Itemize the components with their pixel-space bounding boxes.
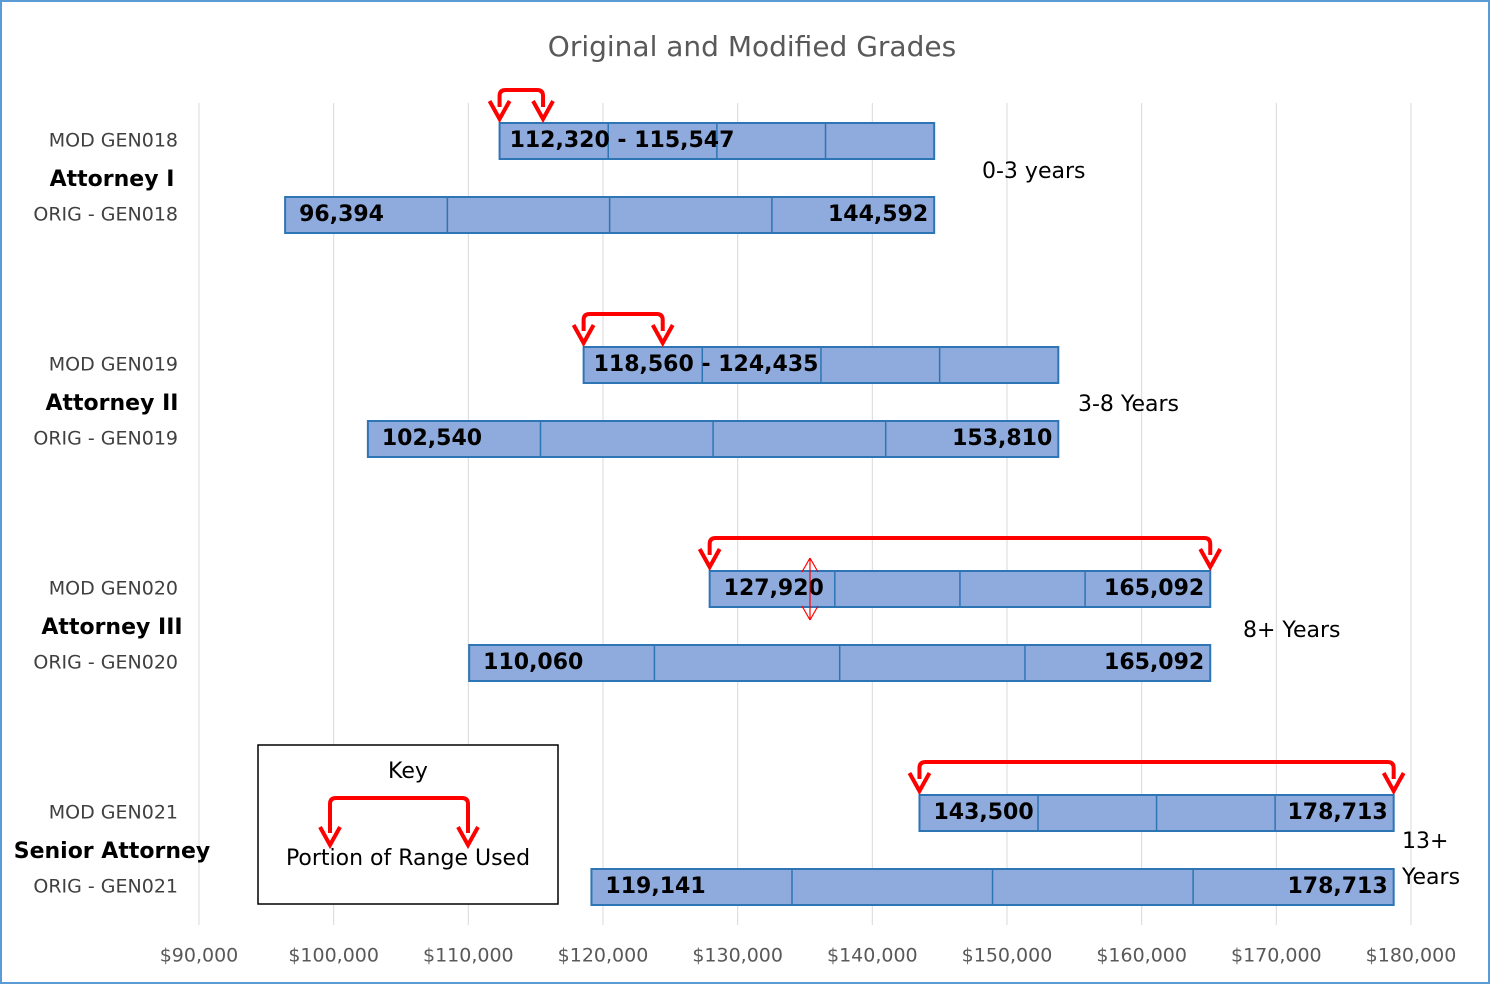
- group-label: Senior Attorney: [14, 839, 211, 864]
- value-label: 119,141: [605, 874, 705, 899]
- arrow-part: [1198, 548, 1222, 572]
- arrow-part: [318, 826, 342, 850]
- value-label: 178,713: [1287, 874, 1387, 899]
- key-bracket: [318, 796, 480, 850]
- arrow-part: [1381, 772, 1406, 796]
- arrow-part: [487, 100, 512, 124]
- group-label: Attorney II: [46, 391, 179, 416]
- x-tick-label: $150,000: [962, 945, 1053, 967]
- x-tick-label: $130,000: [692, 945, 783, 967]
- used-bracket: [487, 88, 555, 124]
- arrow-part: [531, 100, 555, 124]
- arrow-part: [907, 772, 932, 796]
- arrow-part: [650, 324, 675, 348]
- used-bracket: [697, 536, 1222, 572]
- value-label: 143,500: [933, 800, 1033, 825]
- row-label: MOD GEN020: [49, 578, 178, 600]
- arrow-part: [328, 796, 470, 833]
- row-label: MOD GEN018: [49, 130, 178, 152]
- used-bracket: [571, 312, 675, 348]
- arrow-part: [571, 324, 596, 348]
- row-label: ORIG - GEN021: [33, 876, 178, 898]
- marker-arrow: [801, 557, 819, 621]
- x-tick-label: $90,000: [160, 945, 239, 967]
- used-bracket: [907, 760, 1406, 796]
- value-label: 110,060: [483, 650, 583, 675]
- row-label: MOD GEN021: [49, 802, 178, 824]
- arrow-part: [707, 536, 1213, 555]
- value-label: 102,540: [382, 426, 482, 451]
- x-tick-label: $170,000: [1231, 945, 1322, 967]
- x-tick-label: $160,000: [1096, 945, 1187, 967]
- tenure-label: 13+ Years: [1402, 829, 1461, 890]
- x-tick-label: $140,000: [827, 945, 918, 967]
- value-label: 165,092: [1104, 650, 1204, 675]
- key-label: Portion of Range Used: [286, 846, 530, 871]
- row-label: ORIG - GEN019: [33, 428, 178, 450]
- group-label: Attorney I: [50, 167, 175, 192]
- row-label: ORIG - GEN020: [33, 652, 178, 674]
- tenure-label: 3-8 Years: [1078, 392, 1179, 417]
- range-label: 112,320 - 115,547: [510, 128, 735, 153]
- tenure-label: 0-3 years: [982, 159, 1086, 184]
- row-label: ORIG - GEN018: [33, 204, 178, 226]
- value-label: 178,713: [1287, 800, 1387, 825]
- arrow-part: [581, 312, 665, 331]
- x-tick-label: $180,000: [1366, 945, 1457, 967]
- x-tick-label: $120,000: [558, 945, 649, 967]
- row-label: MOD GEN019: [49, 354, 178, 376]
- value-label: 127,920: [724, 576, 824, 601]
- arrow-part: [456, 826, 480, 850]
- x-tick-label: $110,000: [423, 945, 514, 967]
- value-label: 96,394: [299, 202, 384, 227]
- value-label: 153,810: [952, 426, 1052, 451]
- range-label: 118,560 - 124,435: [594, 352, 819, 377]
- group-label: Attorney III: [41, 615, 182, 640]
- key-box: [257, 744, 559, 905]
- arrow-part: [917, 760, 1396, 779]
- value-label: 144,592: [828, 202, 928, 227]
- value-label: 165,092: [1104, 576, 1204, 601]
- chart-title: Original and Modified Grades: [548, 30, 956, 63]
- tenure-label: 8+ Years: [1243, 618, 1341, 643]
- x-tick-label: $100,000: [288, 945, 379, 967]
- arrow-part: [697, 548, 722, 572]
- arrow-part: [497, 88, 546, 107]
- key-title: Key: [388, 759, 428, 784]
